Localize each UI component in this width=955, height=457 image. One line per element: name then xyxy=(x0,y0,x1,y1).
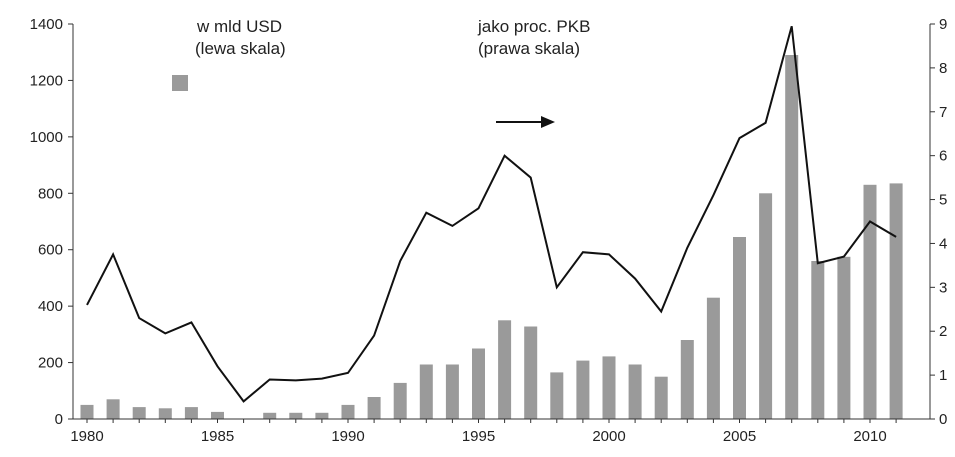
bar-2006 xyxy=(759,193,773,419)
bar-1999 xyxy=(576,360,590,419)
bar-1985 xyxy=(211,411,224,419)
bar-2008 xyxy=(811,261,825,419)
bar-1994 xyxy=(445,364,459,419)
x-tick-label-1985: 1985 xyxy=(201,428,234,445)
x-tick-label-1980: 1980 xyxy=(70,428,103,445)
legend-arrow-icon xyxy=(541,116,555,128)
legend-line-label-1: jako proc. PKB xyxy=(477,17,590,36)
x-tick-label-1990: 1990 xyxy=(331,428,364,445)
right-tick-label-7: 7 xyxy=(939,104,947,121)
bar-2002 xyxy=(654,376,668,419)
bar-2000 xyxy=(602,356,616,419)
right-tick-label-2: 2 xyxy=(939,323,947,340)
bar-2011 xyxy=(889,183,903,419)
bar-2004 xyxy=(706,297,720,419)
right-tick-label-9: 9 xyxy=(939,16,947,33)
bar-1989 xyxy=(315,412,329,419)
bar-2003 xyxy=(680,340,694,419)
bar-1997 xyxy=(524,326,538,419)
right-tick-label-3: 3 xyxy=(939,279,947,296)
right-tick-label-4: 4 xyxy=(939,235,947,252)
bar-1995 xyxy=(472,348,485,419)
right-tick-label-5: 5 xyxy=(939,192,947,209)
bar-1981 xyxy=(106,399,120,420)
left-tick-label-800: 800 xyxy=(38,185,63,202)
left-tick-label-400: 400 xyxy=(38,298,63,315)
legend-bar-swatch xyxy=(172,75,188,91)
bar-1988 xyxy=(289,412,303,419)
right-tick-label-1: 1 xyxy=(939,367,947,384)
line-series-pkb xyxy=(86,25,897,403)
legend-bar-entry: w mld USD (lewa skala) xyxy=(172,17,286,91)
bar-2009 xyxy=(837,256,851,419)
left-tick-label-200: 200 xyxy=(38,355,63,372)
left-tick-label-1400: 1400 xyxy=(30,16,63,33)
left-axis: 0 200 400 600 800 1000 1200 1400 xyxy=(30,16,74,428)
bar-1996 xyxy=(498,320,512,420)
bars-group xyxy=(80,55,903,420)
right-axis: 0 1 2 3 4 5 6 7 8 9 xyxy=(929,16,947,428)
x-axis: 1980 1985 1990 1995 2000 2005 2010 xyxy=(70,418,930,445)
bar-2010 xyxy=(863,184,877,419)
left-tick-label-1200: 1200 xyxy=(30,72,63,89)
bar-2001 xyxy=(628,364,642,419)
bar-1984 xyxy=(184,407,198,419)
bar-2005 xyxy=(733,237,746,419)
bar-1983 xyxy=(158,408,172,419)
left-tick-label-0: 0 xyxy=(55,411,63,428)
bar-1990 xyxy=(341,404,355,419)
legend-bar-label-1: w mld USD xyxy=(196,17,282,36)
bar-1980 xyxy=(80,404,94,419)
right-tick-label-8: 8 xyxy=(939,60,947,77)
right-tick-label-6: 6 xyxy=(939,148,947,165)
bar-1992 xyxy=(393,382,407,419)
bar-1998 xyxy=(550,372,564,419)
bar-1987 xyxy=(263,412,277,419)
x-tick-label-2005: 2005 xyxy=(723,428,756,445)
bar-1982 xyxy=(132,407,146,419)
legend-line-entry: jako proc. PKB (prawa skala) xyxy=(477,17,590,128)
bar-1991 xyxy=(367,397,381,419)
bar-1993 xyxy=(419,364,433,419)
legend-bar-label-2: (lewa skala) xyxy=(195,39,286,58)
legend-line-label-2: (prawa skala) xyxy=(478,39,580,58)
x-tick-label-1995: 1995 xyxy=(462,428,495,445)
left-tick-label-1000: 1000 xyxy=(30,129,63,146)
left-tick-label-600: 600 xyxy=(38,242,63,259)
right-tick-label-0: 0 xyxy=(939,411,947,428)
x-tick-label-2000: 2000 xyxy=(592,428,625,445)
x-tick-label-2010: 2010 xyxy=(853,428,886,445)
bar-2007 xyxy=(785,55,799,419)
